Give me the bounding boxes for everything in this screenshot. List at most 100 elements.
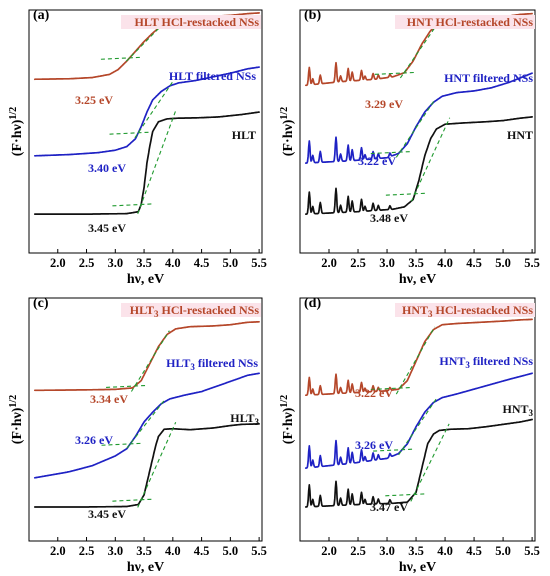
band-gap-label: 3.48 eV — [370, 211, 408, 225]
x-tick-label: 5.5 — [524, 544, 540, 558]
x-tick-label: 5.0 — [495, 544, 511, 558]
x-tick-label: 5.0 — [495, 256, 511, 270]
band-gap-label: 3.45 eV — [88, 507, 126, 521]
series-label: HLT — [232, 128, 256, 142]
series-label: HLT filtered NSs — [169, 69, 256, 83]
x-tick-label: 3.5 — [408, 256, 424, 270]
plot-frame — [299, 297, 536, 542]
series-line — [304, 418, 533, 508]
series-label: HLT3 filtered NSs — [166, 356, 258, 372]
x-tick-label: 5.5 — [524, 256, 540, 270]
baseline-fit-line — [100, 56, 142, 60]
label-highlight — [395, 303, 535, 317]
x-tick-label: 2.5 — [79, 544, 95, 558]
x-axis-label: hν, eV — [127, 272, 164, 287]
series-line — [304, 116, 533, 215]
series-label: HNT3 — [502, 402, 533, 418]
label-highlight — [395, 15, 535, 29]
panel-label: (c) — [33, 296, 49, 311]
x-tick-label: 3.0 — [379, 256, 395, 270]
panel-label: (d) — [304, 296, 321, 311]
tangent-fit-line — [137, 110, 177, 214]
x-tick-label: 2.5 — [350, 256, 366, 270]
label-highlight — [121, 303, 261, 317]
series-label: HLT3 — [230, 411, 259, 427]
panel-label: (b) — [304, 8, 321, 23]
series-line — [33, 320, 260, 392]
baseline-fit-line — [106, 384, 147, 388]
panel-4: 2.0 2.5 3.0 3.5 4.0 4.5 5.0 5.5 hν, eV (F·hν)1/2 (… — [279, 296, 540, 575]
series-label: HNT3 filtered NSs — [439, 354, 533, 370]
x-tick-label: 2.5 — [79, 256, 95, 270]
x-tick-label: 3.0 — [379, 544, 395, 558]
x-tick-label: 4.0 — [437, 256, 453, 270]
baseline-fit-line — [374, 71, 416, 75]
y-axis-label: (F·hν)1/2 — [8, 107, 25, 156]
tangent-fit-line — [410, 117, 451, 202]
baseline-fit-line — [385, 192, 427, 196]
x-tick-label: 4.5 — [466, 544, 482, 558]
band-gap-label: 3.26 eV — [75, 433, 113, 447]
x-tick-label: 4.5 — [466, 256, 482, 270]
x-tick-label: 2.0 — [321, 544, 337, 558]
x-axis-label: hν, eV — [127, 560, 164, 575]
baseline-fit-line — [112, 498, 153, 502]
series-label: HNT HCl-restacked NSs — [407, 15, 534, 29]
series-label: HNT3 HCl-restacked NSs — [402, 303, 533, 319]
tangent-fit-line — [130, 330, 170, 392]
x-tick-label: 5.5 — [251, 256, 267, 270]
x-tick-label: 4.5 — [194, 544, 210, 558]
series-line — [33, 66, 260, 157]
series-label: HNT filtered NSs — [444, 71, 533, 85]
band-gap-label: 3.22 eV — [358, 154, 396, 168]
tangent-fit-line — [134, 81, 174, 139]
x-tick-label: 5.5 — [251, 544, 267, 558]
series-label: HLT HCl-restacked NSs — [135, 15, 260, 29]
series-line — [33, 111, 260, 215]
y-axis-label: (F·hν)1/2 — [279, 395, 296, 444]
series-line — [33, 423, 260, 508]
x-tick-label: 4.0 — [165, 256, 181, 270]
x-tick-label: 5.0 — [223, 256, 239, 270]
x-tick-label: 2.0 — [321, 256, 337, 270]
tangent-fit-line — [398, 397, 438, 456]
band-gap-label: 3.47 eV — [370, 500, 408, 514]
x-axis-label: hν, eV — [399, 272, 436, 287]
panel-label: (a) — [33, 8, 50, 23]
plot-frame — [28, 297, 263, 542]
y-axis-label: (F·hν)1/2 — [279, 107, 296, 156]
panel-3: 2.0 2.5 3.0 3.5 4.0 4.5 5.0 5.5 hν, eV (F·hν)1/2 (… — [8, 296, 267, 575]
x-tick-label: 4.0 — [165, 544, 181, 558]
band-gap-label: 3.34 eV — [90, 392, 128, 406]
band-gap-label: 3.22 eV — [355, 386, 393, 400]
x-axis-label: hν, eV — [399, 560, 436, 575]
x-tick-label: 2.0 — [50, 256, 66, 270]
x-tick-label: 3.0 — [107, 544, 123, 558]
x-tick-label: 2.5 — [350, 544, 366, 558]
baseline-fit-line — [109, 131, 150, 135]
tangent-fit-line — [125, 22, 165, 62]
baseline-fit-line — [112, 203, 153, 207]
tangent-fit-line — [395, 99, 436, 158]
x-tick-label: 3.0 — [107, 256, 123, 270]
band-gap-label: 3.40 eV — [88, 161, 126, 175]
series-label: HNT — [507, 128, 533, 142]
tangent-fit-line — [410, 423, 450, 502]
panel-2: 2.0 2.5 3.0 3.5 4.0 4.5 5.0 5.5 hν, eV (F·hν)1/2 (… — [279, 8, 540, 287]
band-gap-label: 3.25 eV — [75, 93, 113, 107]
x-tick-label: 3.5 — [408, 544, 424, 558]
series-line — [304, 372, 533, 469]
tangent-fit-line — [395, 326, 436, 395]
series-line — [304, 72, 533, 164]
panel-1: 2.0 2.5 3.0 3.5 4.0 4.5 5.0 5.5 hν, eV (F·hν)1/2 (… — [8, 8, 267, 287]
series-line — [33, 372, 260, 479]
x-tick-label: 4.5 — [194, 256, 210, 270]
tangent-fit-line — [399, 21, 440, 79]
band-gap-label: 3.45 eV — [88, 221, 126, 235]
x-tick-label: 5.0 — [223, 544, 239, 558]
tangent-fit-line — [137, 422, 177, 508]
x-tick-label: 2.0 — [50, 544, 66, 558]
band-gap-label: 3.29 eV — [365, 97, 403, 111]
x-tick-label: 4.0 — [437, 544, 453, 558]
